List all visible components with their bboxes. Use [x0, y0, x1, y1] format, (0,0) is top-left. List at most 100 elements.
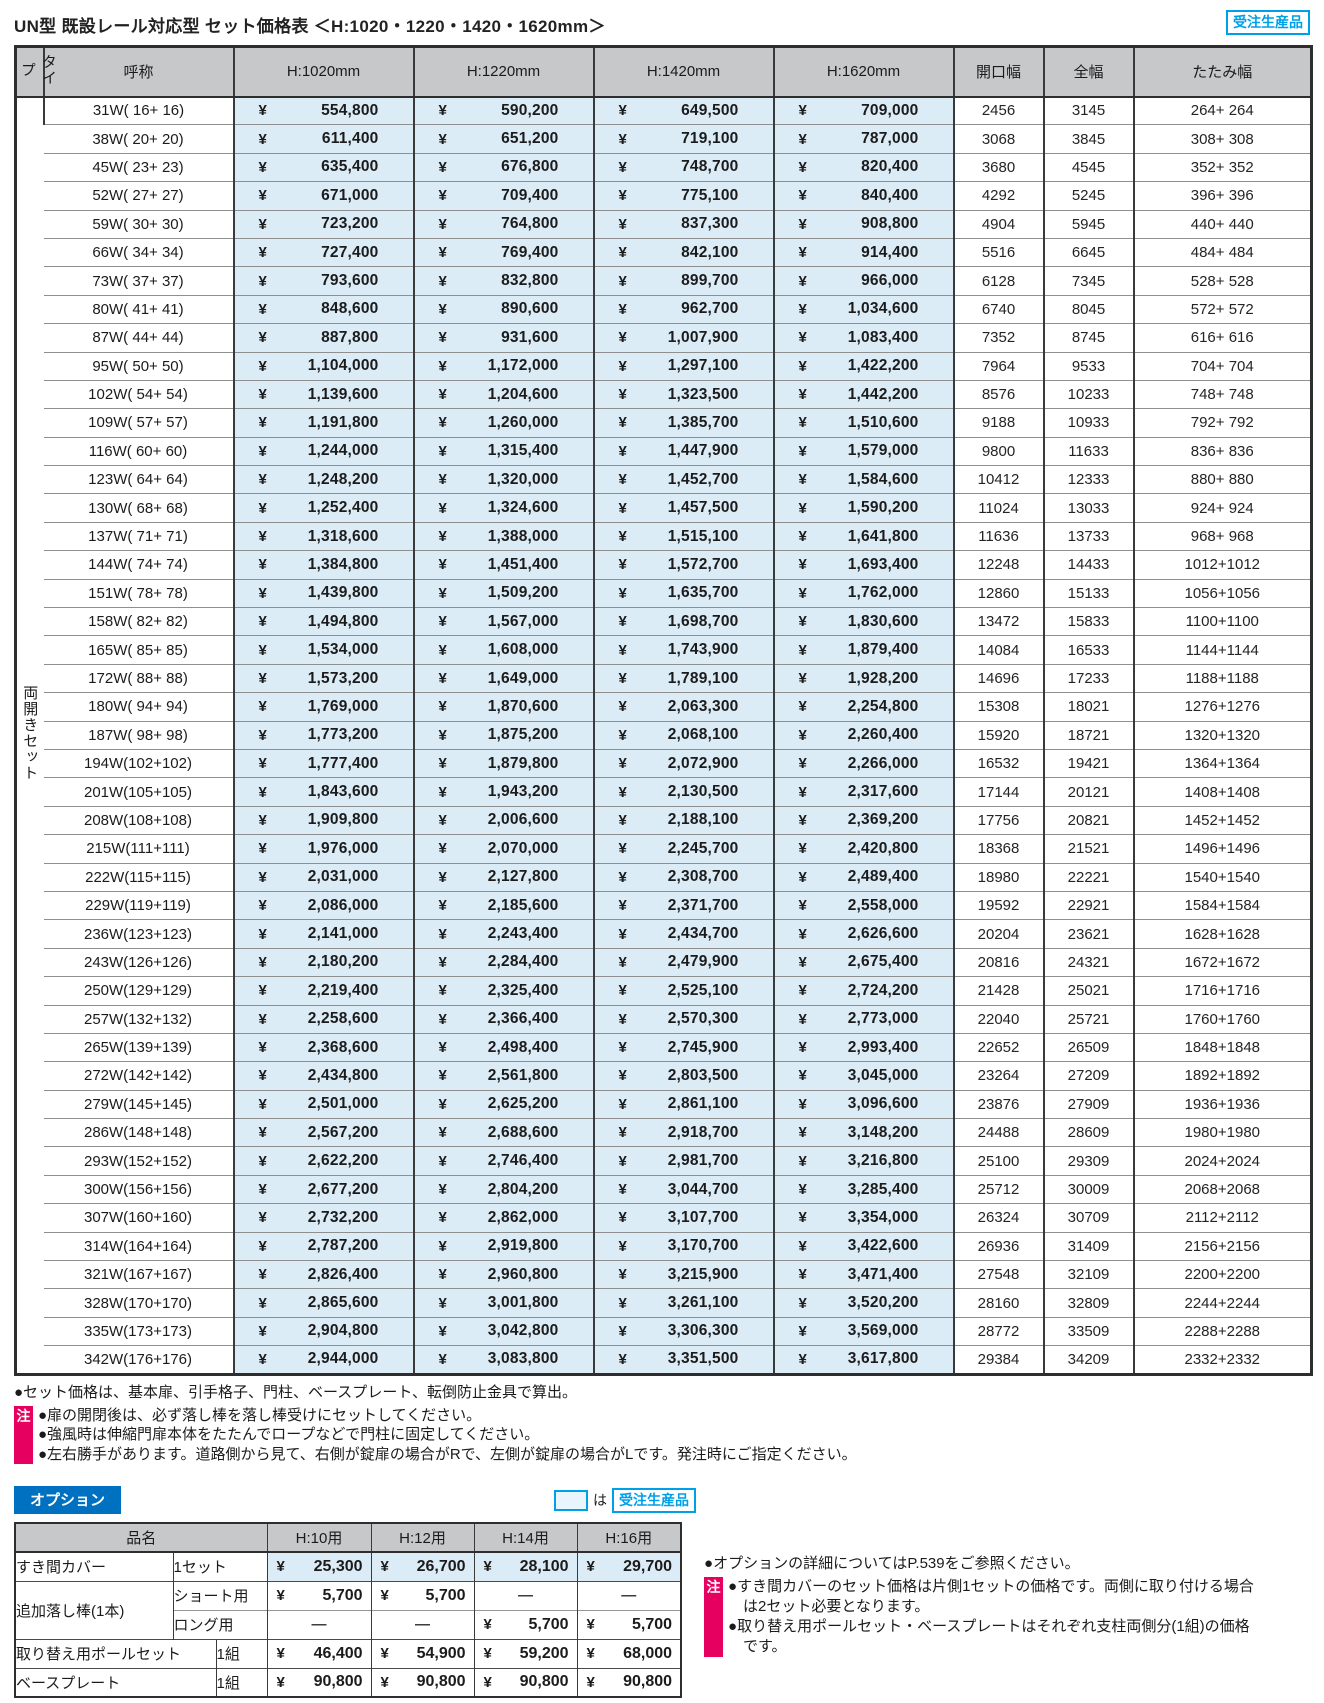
- options-bottom: 品名 H:10用 H:12用 H:14用 H:16用 すき間カバー 1セット ¥…: [14, 1522, 1310, 1699]
- price-h1620-cell: ¥1,579,000: [772, 436, 954, 466]
- yen-sign: ¥: [438, 840, 447, 858]
- overall-width-cell: 12333: [1042, 465, 1134, 494]
- folding-width-cell: 352+ 352: [1132, 152, 1312, 182]
- folding-width-cell: 880+ 880: [1132, 465, 1312, 494]
- option-price-cell: ¥5,700: [473, 1609, 578, 1640]
- yen-sign: ¥: [258, 1039, 267, 1057]
- price-h1220-cell: ¥890,600: [412, 294, 594, 324]
- price-h1220-cell: ¥2,366,400: [412, 1004, 594, 1034]
- yen-sign: ¥: [438, 1010, 447, 1028]
- overall-width-cell: 11633: [1042, 436, 1134, 466]
- yen-sign: ¥: [798, 1237, 807, 1255]
- yen-sign: ¥: [276, 1558, 285, 1576]
- folding-width-cell: 704+ 704: [1132, 351, 1312, 381]
- yen-sign: ¥: [483, 1645, 492, 1663]
- option-unit-cell: ショート用: [172, 1580, 268, 1611]
- table-row: 109W( 57+ 57) ¥1,191,800 ¥1,260,000 ¥1,3…: [16, 408, 1312, 438]
- price-h1620-cell: ¥3,148,200: [772, 1118, 954, 1147]
- option-name-cell: ベースプレート: [15, 1667, 216, 1698]
- yen-sign: ¥: [618, 442, 627, 460]
- price-h1020-cell: ¥1,909,800: [232, 805, 414, 835]
- overall-width-cell: 23621: [1042, 919, 1134, 949]
- yen-sign: ¥: [258, 357, 267, 375]
- yen-sign: ¥: [258, 1294, 267, 1312]
- folding-width-cell: 1408+1408: [1132, 777, 1312, 807]
- price-h1220-cell: ¥2,127,800: [412, 862, 594, 892]
- price-h1420-cell: ¥1,789,100: [592, 663, 774, 693]
- price-h1620-cell: ¥2,489,400: [772, 862, 954, 892]
- yen-sign: ¥: [618, 272, 627, 290]
- option-price-cell: ¥5,700: [576, 1609, 682, 1640]
- model-name-cell: 272W(142+142): [43, 1061, 234, 1091]
- yen-sign: ¥: [618, 1209, 627, 1227]
- price-h1020-cell: ¥635,400: [232, 152, 414, 182]
- price-h1420-cell: ¥2,434,700: [592, 919, 774, 949]
- overall-width-cell: 8745: [1042, 323, 1134, 353]
- price-h1620-cell: ¥840,400: [772, 181, 954, 211]
- price-h1420-cell: ¥1,385,700: [592, 408, 774, 438]
- price-h1620-cell: ¥2,317,600: [772, 777, 954, 807]
- yen-sign: ¥: [438, 528, 447, 546]
- yen-sign: ¥: [798, 755, 807, 773]
- yen-sign: ¥: [798, 1350, 807, 1368]
- yen-sign: ¥: [438, 386, 447, 404]
- price-h1020-cell: ¥671,000: [232, 181, 414, 211]
- yen-sign: ¥: [618, 982, 627, 1000]
- overall-width-cell: 24321: [1042, 947, 1134, 977]
- opening-width-cell: 10412: [952, 465, 1044, 494]
- yen-sign: ¥: [258, 556, 267, 574]
- price-h1620-cell: ¥2,254,800: [772, 692, 954, 722]
- opening-width-cell: 3068: [952, 124, 1044, 154]
- opening-width-cell: 26324: [952, 1203, 1044, 1233]
- price-h1420-cell: ¥3,261,100: [592, 1288, 774, 1318]
- price-h1420-cell: ¥2,245,700: [592, 834, 774, 864]
- yen-sign: ¥: [798, 726, 807, 744]
- price-h1620-cell: ¥787,000: [772, 124, 954, 154]
- folding-width-cell: 1364+1364: [1132, 748, 1312, 778]
- price-h1220-cell: ¥1,388,000: [412, 521, 594, 551]
- yen-sign: ¥: [618, 755, 627, 773]
- price-h1420-cell: ¥2,308,700: [592, 862, 774, 892]
- price-h1020-cell: ¥2,434,800: [232, 1061, 414, 1091]
- price-h1220-cell: ¥1,320,000: [412, 465, 594, 494]
- yen-sign: ¥: [618, 1322, 627, 1340]
- model-name-cell: 342W(176+176): [43, 1345, 234, 1375]
- table-row: 236W(123+123) ¥2,141,000 ¥2,243,400 ¥2,4…: [16, 919, 1312, 949]
- yen-sign: ¥: [258, 130, 267, 148]
- yen-sign: ¥: [618, 102, 627, 120]
- caution-block: 注 ●すき間カバーのセット価格は片側1セットの価格です。両側に取り付ける場合は2…: [704, 1577, 1264, 1658]
- model-name-cell: 116W( 60+ 60): [43, 436, 234, 466]
- model-name-cell: 279W(145+145): [43, 1089, 234, 1119]
- yen-sign: ¥: [380, 1673, 389, 1691]
- model-name-cell: 144W( 74+ 74): [43, 550, 234, 580]
- price-h1620-cell: ¥1,584,600: [772, 465, 954, 494]
- opening-width-cell: 12248: [952, 550, 1044, 580]
- overall-width-cell: 29309: [1042, 1146, 1134, 1176]
- model-name-cell: 158W( 82+ 82): [43, 607, 234, 636]
- main-table-notes: ●セット価格は、基本扉、引手格子、門柱、ベースプレート、転倒防止金具で算出。 注…: [14, 1383, 1310, 1465]
- opening-width-cell: 6128: [952, 266, 1044, 296]
- price-h1020-cell: ¥1,191,800: [232, 408, 414, 438]
- opening-width-cell: 28160: [952, 1288, 1044, 1318]
- price-h1420-cell: ¥1,323,500: [592, 379, 774, 409]
- price-h1620-cell: ¥1,034,600: [772, 294, 954, 324]
- option-name-cell: 取り替え用ポールセット: [15, 1638, 216, 1669]
- overall-width-cell: 17233: [1042, 663, 1134, 693]
- model-name-cell: 236W(123+123): [43, 919, 234, 949]
- made-to-order-legend: は 受注生産品: [554, 1487, 696, 1513]
- overall-width-cell: 20821: [1042, 805, 1134, 835]
- opening-width-cell: 25100: [952, 1146, 1044, 1176]
- price-h1220-cell: ¥1,451,400: [412, 550, 594, 580]
- price-h1420-cell: ¥649,500: [592, 95, 774, 125]
- table-row: 328W(170+170) ¥2,865,600 ¥3,001,800 ¥3,2…: [16, 1288, 1312, 1318]
- yen-sign: ¥: [438, 357, 447, 375]
- caution-item: ●左右勝手があります。道路側から見て、右側が錠扉の場合がRで、左側が錠扉の場合が…: [38, 1445, 857, 1463]
- yen-sign: ¥: [618, 244, 627, 262]
- yen-sign: ¥: [258, 1010, 267, 1028]
- table-row: 123W( 64+ 64) ¥1,248,200 ¥1,320,000 ¥1,4…: [16, 465, 1312, 494]
- yen-sign: ¥: [798, 1095, 807, 1113]
- price-h1020-cell: ¥1,843,600: [232, 777, 414, 807]
- col-header-h1020: H:1020mm: [232, 46, 414, 98]
- yen-sign: ¥: [258, 1209, 267, 1227]
